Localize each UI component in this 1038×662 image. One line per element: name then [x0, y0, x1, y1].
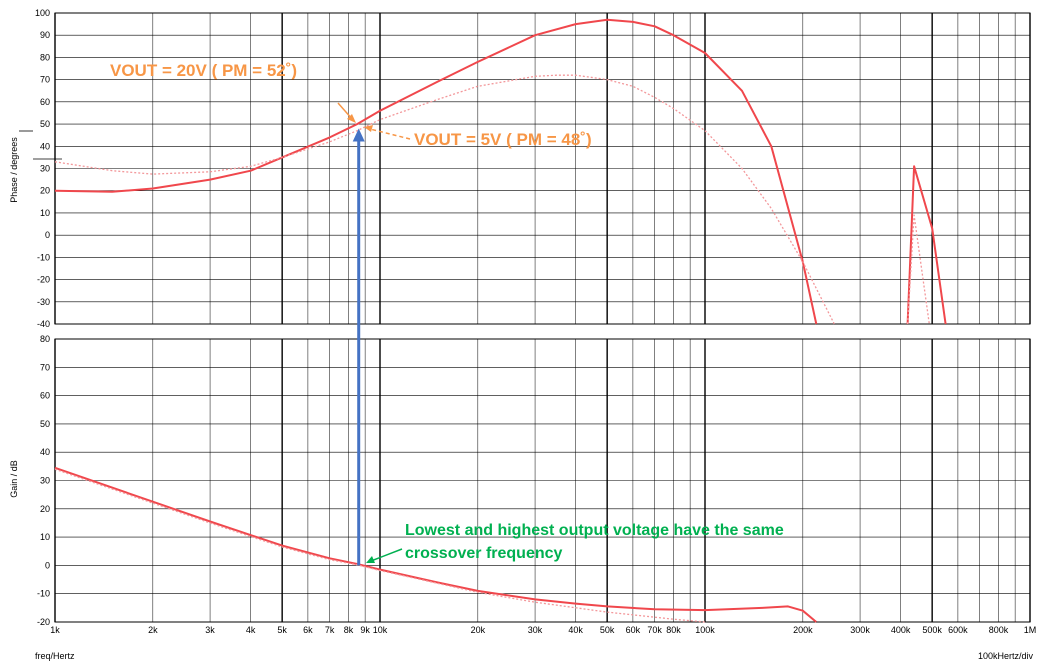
- gain-series-line: [54, 468, 706, 623]
- x-tick-label: 1M: [1024, 625, 1037, 635]
- gain-y-ticks: 80 70 60 50 40 30 20 10 0 -10 -20: [37, 334, 50, 627]
- vout20-arrowhead: [347, 114, 356, 123]
- crossover-leader-line: [370, 548, 403, 562]
- phase-y-tick-label: 50: [40, 119, 50, 129]
- phase-y-tick-label: 80: [40, 52, 50, 62]
- phase-series-line: [906, 165, 947, 325]
- x-tick-label: 100k: [695, 625, 715, 635]
- phase-y-tick-label: -40: [37, 319, 50, 329]
- annotations: VOUT = 20V ( PM = 52˚) VOUT = 5V ( PM = …: [110, 61, 784, 566]
- phase-y-tick-label: 40: [40, 141, 50, 151]
- phase-y-tick-label: -30: [37, 297, 50, 307]
- vout20-annotation: VOUT = 20V ( PM = 52˚): [110, 61, 297, 80]
- x-tick-label: 30k: [528, 625, 543, 635]
- gain-series: [54, 466, 817, 623]
- vout5-leader-line: [369, 128, 411, 140]
- gain-y-tick-label: 0: [45, 560, 50, 570]
- gain-series-line: [54, 466, 817, 623]
- x-tick-label: 9k: [360, 625, 370, 635]
- x-tick-label: 800k: [989, 625, 1009, 635]
- phase-y-tick-label: 90: [40, 30, 50, 40]
- crossover-annotation-line2: crossover frequency: [405, 545, 563, 562]
- x-tick-label: 2k: [148, 625, 158, 635]
- x-ticks: 1k 2k 3k 4k 5k 6k 7k 8k 9k 10k 20k 30k 40k 50k 60k 70k 8…: [50, 625, 1036, 635]
- gain-y-tick-label: -10: [37, 589, 50, 599]
- phase-series-line: [54, 18, 818, 325]
- phase-y-tick-label: 0: [45, 230, 50, 240]
- gain-y-tick-label: -20: [37, 617, 50, 627]
- x-tick-label: 5k: [277, 625, 287, 635]
- gain-y-tick-label: 40: [40, 447, 50, 457]
- phase-y-tick-label: 60: [40, 97, 50, 107]
- phase-y-tick-label: 30: [40, 164, 50, 174]
- phase-y-tick-label: -20: [37, 275, 50, 285]
- phase-series-line: [906, 214, 930, 325]
- x-tick-label: 500k: [922, 625, 942, 635]
- phase-series: [54, 18, 947, 325]
- vout5-annotation: VOUT = 5V ( PM = 48˚): [414, 130, 592, 149]
- x-tick-label: 4k: [246, 625, 256, 635]
- x-tick-label: 50k: [600, 625, 615, 635]
- phase-y-tick-label: -10: [37, 252, 50, 262]
- x-tick-label: 3k: [205, 625, 215, 635]
- crossover-annotation-line1: Lowest and highest output voltage have t…: [405, 522, 784, 539]
- x-tick-label: 10k: [373, 625, 388, 635]
- x-div-label: 100kHertz/div: [978, 651, 1034, 661]
- gain-y-tick-label: 20: [40, 504, 50, 514]
- phase-y-tick-label: 10: [40, 208, 50, 218]
- x-tick-label: 40k: [568, 625, 583, 635]
- x-tick-label: 8k: [344, 625, 354, 635]
- phase-grid: [19, 12, 1031, 325]
- gain-y-tick-label: 70: [40, 362, 50, 372]
- gain-y-tick-label: 80: [40, 334, 50, 344]
- vout5-arrowhead: [364, 125, 373, 132]
- x-tick-label: 80k: [666, 625, 681, 635]
- phase-series-line: [54, 74, 835, 325]
- gain-ylabel: Gain / dB: [9, 460, 19, 498]
- phase-ylabel: Phase / degrees: [9, 137, 19, 203]
- crossover-green-arrowhead: [366, 556, 375, 563]
- x-tick-label: 7k: [325, 625, 335, 635]
- x-axis-label: freq/Hertz: [35, 651, 75, 661]
- gain-y-tick-label: 50: [40, 419, 50, 429]
- phase-y-tick-label: 70: [40, 75, 50, 85]
- x-tick-label: 70k: [647, 625, 662, 635]
- x-tick-label: 60k: [626, 625, 641, 635]
- x-tick-label: 20k: [471, 625, 486, 635]
- x-tick-label: 200k: [793, 625, 813, 635]
- gain-grid: [54, 338, 1031, 623]
- x-tick-label: 300k: [850, 625, 870, 635]
- phase-y-tick-label: 20: [40, 186, 50, 196]
- x-tick-label: 400k: [891, 625, 911, 635]
- gain-y-tick-label: 60: [40, 391, 50, 401]
- x-tick-label: 600k: [948, 625, 968, 635]
- x-tick-label: 6k: [303, 625, 313, 635]
- x-tick-label: 1k: [50, 625, 60, 635]
- phase-y-tick-label: 100: [35, 8, 50, 18]
- gain-y-tick-label: 10: [40, 532, 50, 542]
- gain-y-tick-label: 30: [40, 476, 50, 486]
- crossover-blue-arrowhead: [352, 128, 365, 142]
